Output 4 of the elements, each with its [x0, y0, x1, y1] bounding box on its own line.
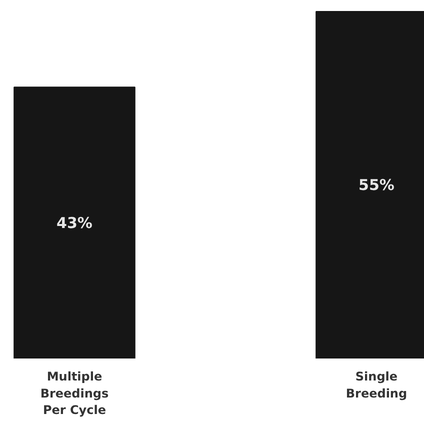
- data-label: 55%: [358, 176, 394, 194]
- x-tick-label: Multiple Breedings Per Cycle: [40, 370, 109, 418]
- x-tick-label: Single Breeding: [346, 370, 408, 400]
- data-label: 43%: [56, 214, 92, 232]
